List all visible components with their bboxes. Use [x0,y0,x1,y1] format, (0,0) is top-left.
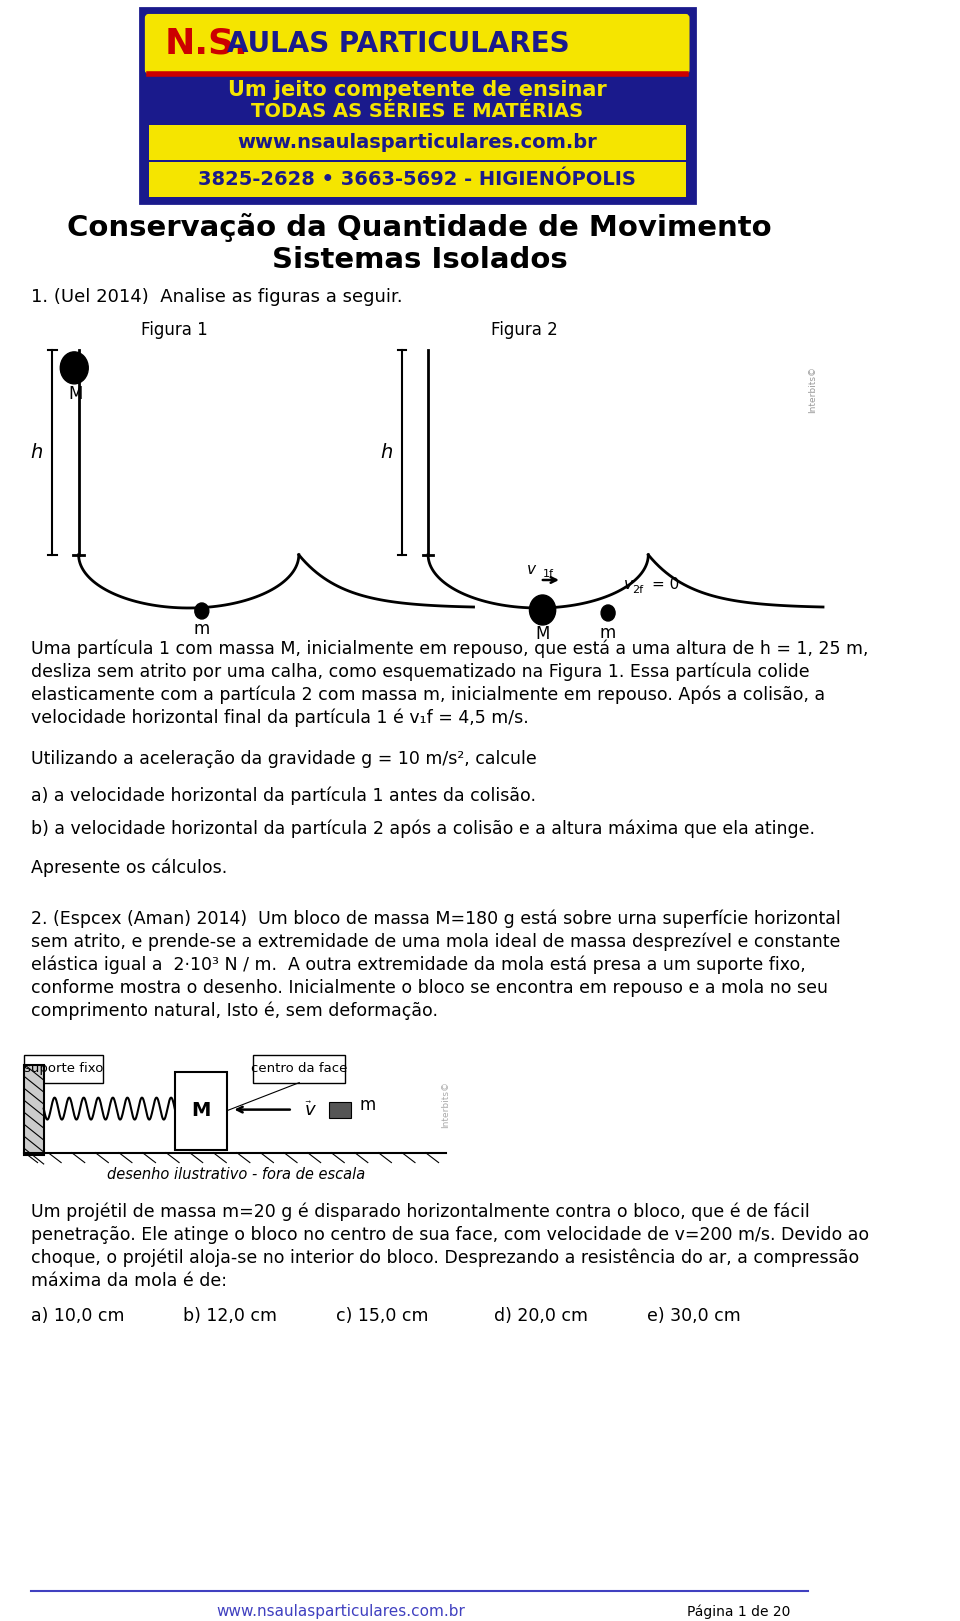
Text: desenho ilustrativo - fora de escala: desenho ilustrativo - fora de escala [107,1167,365,1182]
Bar [24,1065,44,1154]
Bar [175,1071,228,1149]
Text: Utilizando a aceleração da gravidade g = 10 m/s², calcule: Utilizando a aceleração da gravidade g =… [31,751,537,768]
Text: Um jeito competente de ensinar: Um jeito competente de ensinar [228,79,607,101]
FancyBboxPatch shape [146,15,688,73]
Text: penetração. Ele atinge o bloco no centro de sua face, com velocidade de v=200 m/: penetração. Ele atinge o bloco no centro… [31,1225,869,1243]
Text: desliza sem atrito por uma calha, como esquematizado na Figura 1. Essa partícula: desliza sem atrito por uma calha, como e… [31,663,809,681]
Text: Interbits©: Interbits© [808,366,817,413]
Text: conforme mostra o desenho. Inicialmente o bloco se encontra em repouso e a mola : conforme mostra o desenho. Inicialmente … [31,979,828,997]
Text: suporte fixo: suporte fixo [24,1062,104,1075]
Text: centro da face: centro da face [252,1062,348,1075]
Text: Sistemas Isolados: Sistemas Isolados [272,246,567,274]
Text: comprimento natural, Isto é, sem deformação.: comprimento natural, Isto é, sem deforma… [31,1002,438,1020]
Text: m: m [600,624,616,642]
Text: c) 15,0 cm: c) 15,0 cm [336,1307,429,1324]
Bar [140,8,695,203]
Bar [253,1055,345,1083]
Text: Conservação da Quantidade de Movimento: Conservação da Quantidade de Movimento [67,214,772,243]
Text: 1. (Uel 2014)  Analise as figuras a seguir.: 1. (Uel 2014) Analise as figuras a segui… [31,289,402,306]
Text: m: m [360,1096,376,1114]
Text: 1f: 1f [542,569,554,579]
Bar [24,1055,103,1083]
Text: Um projétil de massa m=20 g é disparado horizontalmente contra o bloco, que é de: Um projétil de massa m=20 g é disparado … [31,1203,809,1221]
Text: Apresente os cálculos.: Apresente os cálculos. [31,859,227,877]
Text: Figura 2: Figura 2 [491,321,558,339]
Circle shape [530,595,556,626]
Text: v: v [305,1101,316,1118]
Text: a) a velocidade horizontal da partícula 1 antes da colisão.: a) a velocidade horizontal da partícula … [31,786,536,806]
Text: e) 30,0 cm: e) 30,0 cm [646,1307,740,1324]
Circle shape [195,603,209,619]
Text: choque, o projétil aloja-se no interior do bloco. Desprezando a resistência do a: choque, o projétil aloja-se no interior … [31,1248,859,1268]
Text: TODAS AS SÉRIES E MATÉRIAS: TODAS AS SÉRIES E MATÉRIAS [252,102,584,122]
Text: elástica igual a  2·10³ N / m.  A outra extremidade da mola está presa a um supo: elástica igual a 2·10³ N / m. A outra ex… [31,956,805,974]
Text: b) 12,0 cm: b) 12,0 cm [183,1307,277,1324]
Text: Figura 1: Figura 1 [141,321,208,339]
Bar [149,125,685,160]
Text: M: M [536,626,550,644]
Text: Uma partícula 1 com massa M, inicialmente em repouso, que está a uma altura de h: Uma partícula 1 com massa M, inicialment… [31,640,868,658]
Text: Interbits©: Interbits© [441,1081,450,1128]
Text: h: h [380,443,393,462]
Bar [329,1102,351,1117]
Text: AULAS PARTICULARES: AULAS PARTICULARES [228,29,570,58]
Circle shape [60,352,88,384]
Text: 2f: 2f [633,585,644,595]
Text: velocidade horizontal final da partícula 1 é v₁f = 4,5 m/s.: velocidade horizontal final da partícula… [31,708,528,728]
Text: M: M [191,1101,210,1120]
Text: m: m [194,619,210,639]
Bar [149,162,685,196]
Text: www.nsaulasparticulares.com.br: www.nsaulasparticulares.com.br [237,133,597,152]
Text: = 0: = 0 [652,577,679,593]
Text: 3825-2628 • 3663-5692 - HIGIENÓPOLIS: 3825-2628 • 3663-5692 - HIGIENÓPOLIS [199,170,636,190]
Text: www.nsaulasparticulares.com.br: www.nsaulasparticulares.com.br [216,1603,466,1619]
Text: v: v [527,562,536,577]
Text: M: M [69,384,84,404]
Text: v: v [624,577,633,593]
Text: 2. (Espcex (Aman) 2014)  Um bloco de massa M=180 g está sobre urna superfície ho: 2. (Espcex (Aman) 2014) Um bloco de mass… [31,909,840,929]
Text: N.S.: N.S. [164,28,248,62]
Circle shape [601,605,615,621]
Text: elasticamente com a partícula 2 com massa m, inicialmente em repouso. Após a col: elasticamente com a partícula 2 com mass… [31,686,825,704]
Text: sem atrito, e prende-se a extremidade de uma mola ideal de massa desprezível e c: sem atrito, e prende-se a extremidade de… [31,932,840,952]
Text: b) a velocidade horizontal da partícula 2 após a colisão e a altura máxima que e: b) a velocidade horizontal da partícula … [31,820,815,838]
Text: a) 10,0 cm: a) 10,0 cm [31,1307,124,1324]
Text: h: h [31,443,43,462]
Text: d) 20,0 cm: d) 20,0 cm [493,1307,588,1324]
Text: Página 1 de 20: Página 1 de 20 [687,1605,791,1619]
Text: máxima da mola é de:: máxima da mola é de: [31,1271,227,1290]
